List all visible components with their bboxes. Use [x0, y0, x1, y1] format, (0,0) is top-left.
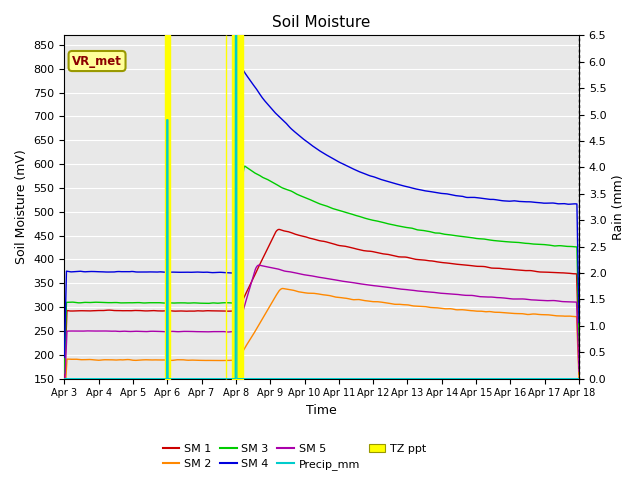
SM 1	[119, 308, 127, 313]
SM 4	[565, 201, 573, 207]
SM 3	[241, 163, 248, 169]
SM 1	[510, 267, 518, 273]
SM 5	[575, 368, 583, 374]
Y-axis label: Rain (mm): Rain (mm)	[612, 174, 625, 240]
SM 1	[280, 228, 288, 234]
SM 3	[150, 300, 157, 306]
SM 2	[510, 311, 518, 316]
SM 4	[280, 119, 288, 124]
SM 4	[119, 269, 127, 275]
Line: SM 5: SM 5	[65, 265, 579, 379]
SM 2	[61, 376, 68, 382]
SM 5	[61, 376, 68, 382]
Precip_mm	[150, 376, 157, 382]
SM 1	[575, 353, 583, 359]
SM 3	[575, 342, 583, 348]
SM 3	[510, 240, 518, 245]
SM 1	[275, 227, 283, 232]
Line: SM 3: SM 3	[65, 166, 579, 373]
SM 4	[150, 269, 157, 275]
SM 4	[510, 198, 518, 204]
SM 3	[119, 300, 127, 306]
SM 5	[119, 328, 127, 334]
SM 5	[258, 263, 266, 269]
Y-axis label: Soil Moisture (mV): Soil Moisture (mV)	[15, 150, 28, 264]
Precip_mm	[232, 33, 239, 38]
SM 2	[150, 357, 157, 363]
Line: SM 2: SM 2	[65, 288, 579, 379]
SM 3	[61, 371, 68, 376]
SM 5	[280, 268, 288, 274]
SM 5	[255, 262, 262, 268]
Legend: SM 1, SM 2, SM 3, SM 4, SM 5, Precip_mm, TZ ppt: SM 1, SM 2, SM 3, SM 4, SM 5, Precip_mm,…	[158, 439, 431, 474]
Line: SM 4: SM 4	[65, 70, 579, 357]
SM 1	[150, 308, 157, 313]
Precip_mm	[119, 376, 127, 382]
Precip_mm	[280, 376, 288, 382]
Text: VR_met: VR_met	[72, 55, 122, 68]
SM 5	[510, 296, 518, 302]
Precip_mm	[61, 376, 68, 382]
Title: Soil Moisture: Soil Moisture	[273, 15, 371, 30]
Precip_mm	[258, 376, 266, 382]
SM 2	[119, 357, 127, 363]
SM 1	[565, 270, 573, 276]
Line: Precip_mm: Precip_mm	[65, 36, 579, 379]
SM 1	[61, 376, 68, 382]
Precip_mm	[510, 376, 518, 382]
Precip_mm	[565, 376, 573, 382]
SM 2	[280, 286, 288, 291]
SM 2	[575, 376, 583, 382]
SM 3	[258, 174, 266, 180]
SM 5	[150, 328, 157, 334]
SM 4	[239, 67, 247, 73]
SM 5	[565, 299, 573, 305]
SM 3	[280, 186, 288, 192]
SM 4	[575, 319, 583, 325]
SM 4	[61, 354, 68, 360]
Line: SM 1: SM 1	[65, 229, 579, 379]
SM 2	[565, 313, 573, 319]
SM 3	[565, 243, 573, 249]
X-axis label: Time: Time	[307, 404, 337, 417]
Precip_mm	[575, 376, 583, 382]
SM 1	[258, 258, 266, 264]
SM 2	[258, 317, 266, 323]
SM 4	[258, 94, 266, 100]
SM 2	[279, 286, 287, 291]
